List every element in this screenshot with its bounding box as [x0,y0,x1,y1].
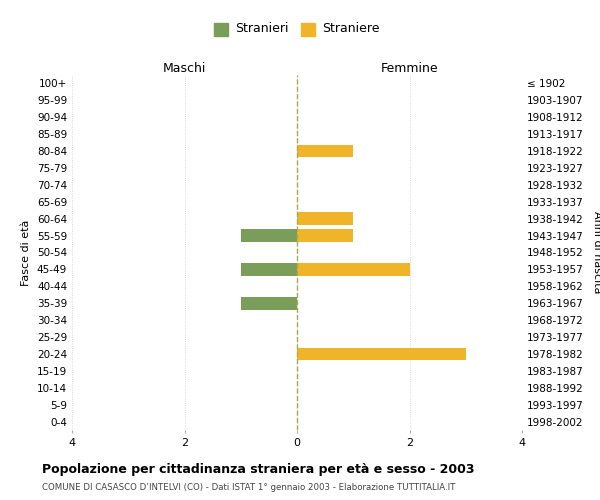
Legend: Stranieri, Straniere: Stranieri, Straniere [209,18,385,40]
Y-axis label: Anni di nascita: Anni di nascita [593,211,600,294]
Bar [297,230,353,242]
Bar [241,230,297,242]
Bar [241,297,297,310]
Bar [297,212,353,225]
Text: Femmine: Femmine [380,62,439,75]
Bar [297,348,466,360]
Bar [241,263,297,276]
Text: Maschi: Maschi [163,62,206,75]
Bar [297,263,409,276]
Text: Popolazione per cittadinanza straniera per età e sesso - 2003: Popolazione per cittadinanza straniera p… [42,462,475,475]
Y-axis label: Fasce di età: Fasce di età [22,220,31,286]
Text: COMUNE DI CASASCO D’INTELVI (CO) - Dati ISTAT 1° gennaio 2003 - Elaborazione TUT: COMUNE DI CASASCO D’INTELVI (CO) - Dati … [42,482,455,492]
Bar [297,144,353,158]
